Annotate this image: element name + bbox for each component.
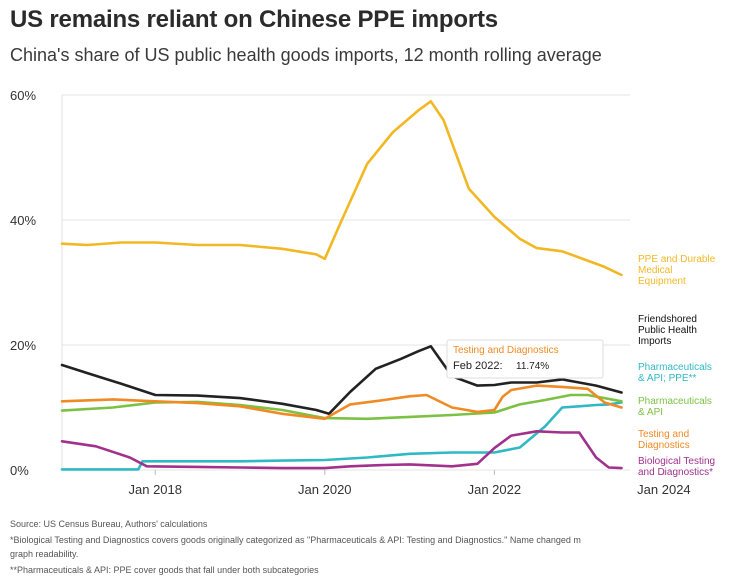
series-line-3 [60, 393, 623, 421]
y-tick-label-40: 40% [10, 213, 36, 228]
tooltip-value: 11.74% [516, 361, 549, 372]
y-tick-label-20: 20% [10, 338, 36, 353]
footnote-biological: *Biological Testing and Diagnostics cove… [10, 535, 581, 545]
series-label-1-line-0: Friendshored [638, 314, 697, 325]
series-line-4 [60, 384, 623, 421]
series-line-0 [60, 100, 623, 277]
series-label-5-line-1: and Diagnostics* [638, 467, 713, 478]
chart-subtitle: China's share of US public health goods … [10, 45, 602, 65]
source-note: Source: US Census Bureau, Authors' calcu… [10, 519, 208, 529]
footnote-biological-cont: graph readability. [10, 549, 79, 559]
tooltip-date: Feb 2022: [453, 360, 503, 372]
series-line-2 [60, 401, 623, 471]
series-label-4-line-1: Diagnostics [638, 440, 690, 451]
series-label-2-line-1: & API; PPE** [638, 373, 696, 384]
series-label-1-line-2: Imports [638, 336, 671, 347]
series-label-2-line-0: Pharmaceuticals [638, 362, 712, 373]
x-tick-label-2020: Jan 2020 [298, 482, 352, 497]
series-label-1-line-1: Public Health [638, 325, 697, 336]
series-label-0-line-1: Medical [638, 265, 672, 276]
series-line-1 [60, 345, 623, 416]
series-label-3-line-1: & API [638, 407, 663, 418]
y-tick-label-0: 0% [10, 463, 29, 478]
tooltip-series: Testing and Diagnostics [453, 345, 559, 356]
x-tick-label-2022: Jan 2022 [468, 482, 522, 497]
line-chart: 0% 20% 40% 60% Jan 2018 Jan 2020 Jan 2022 Jan 2… [10, 88, 716, 497]
series-label-0-line-2: Equipment [638, 276, 686, 287]
series-label-3-line-0: Pharmaceuticals [638, 396, 712, 407]
series-label-4-line-0: Testing and [638, 429, 689, 440]
tooltip-box [446, 339, 604, 379]
chart-title: US remains reliant on Chinese PPE import… [10, 6, 498, 33]
x-tick-label-2018: Jan 2018 [129, 482, 183, 497]
series-label-5-line-0: Biological Testing [638, 456, 715, 467]
y-tick-label-60: 60% [10, 88, 36, 103]
footnote-pharma-ppe: **Pharmaceuticals & API: PPE cover goods… [10, 565, 319, 575]
x-tick-label-2024: Jan 2024 [637, 482, 691, 497]
series-label-0-line-0: PPE and Durable [638, 254, 716, 265]
series-line-5 [60, 430, 623, 470]
